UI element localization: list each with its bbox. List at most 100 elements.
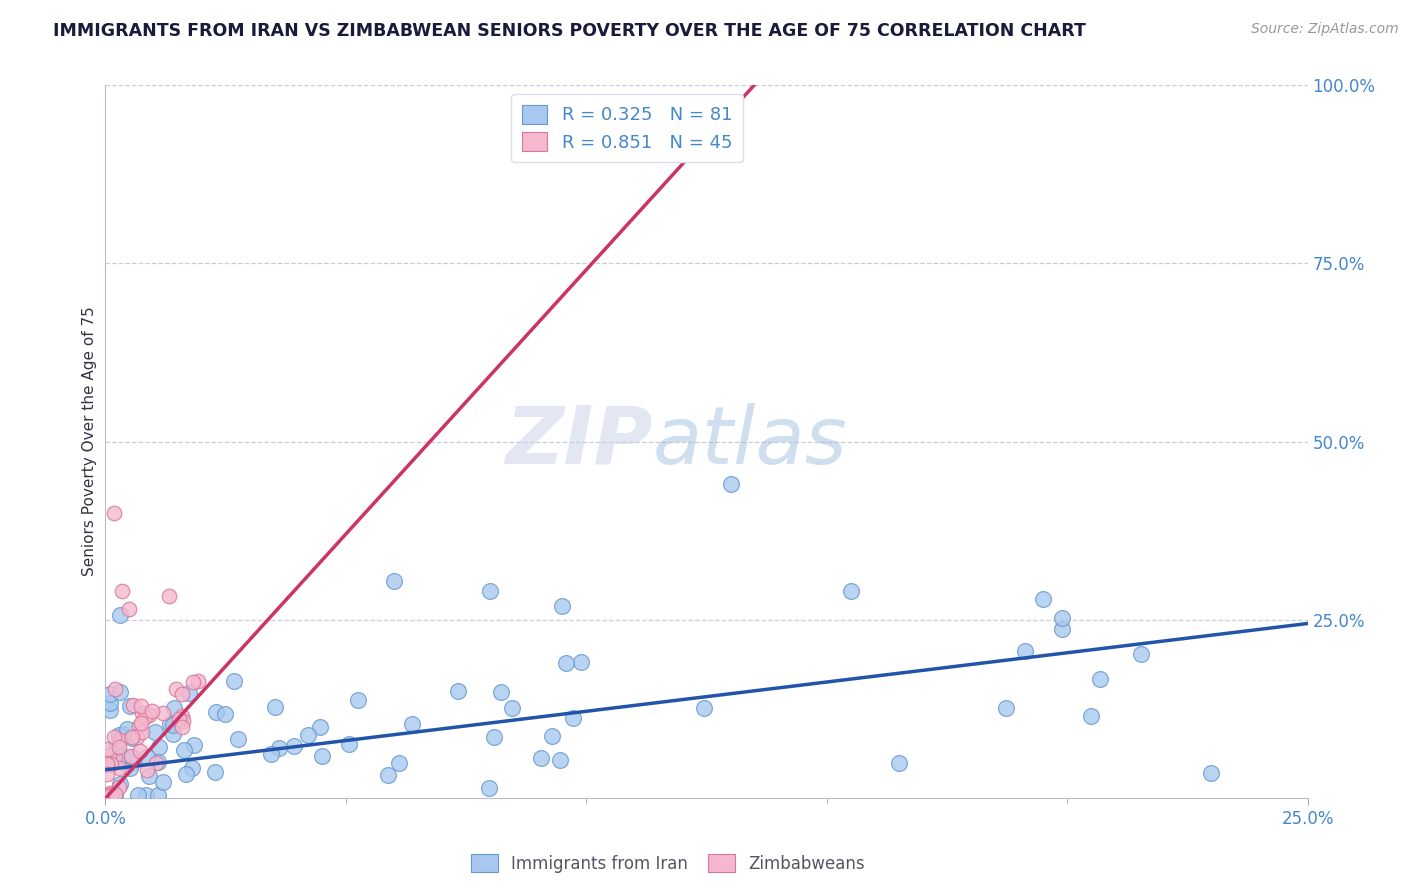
- Point: [111, 727, 134, 741]
- Point: [530, 751, 553, 765]
- Point: [693, 701, 716, 715]
- Point: [129, 744, 152, 758]
- Point: [134, 710, 156, 724]
- Point: [131, 724, 153, 739]
- Text: ZIP: ZIP: [505, 402, 652, 481]
- Point: [180, 762, 202, 776]
- Point: [98, 756, 121, 771]
- Point: [501, 701, 523, 715]
- Point: [183, 739, 205, 753]
- Point: [115, 722, 138, 736]
- Point: [309, 720, 332, 734]
- Point: [1050, 610, 1073, 624]
- Point: [170, 709, 193, 723]
- Point: [121, 749, 143, 764]
- Text: atlas: atlas: [652, 402, 848, 481]
- Point: [224, 674, 246, 689]
- Point: [131, 706, 153, 720]
- Point: [551, 599, 574, 613]
- Point: [138, 707, 160, 722]
- Point: [347, 693, 370, 707]
- Point: [128, 718, 150, 732]
- Point: [382, 574, 405, 588]
- Text: IMMIGRANTS FROM IRAN VS ZIMBABWEAN SENIORS POVERTY OVER THE AGE OF 75 CORRELATIO: IMMIGRANTS FROM IRAN VS ZIMBABWEAN SENIO…: [53, 22, 1087, 40]
- Point: [103, 787, 125, 801]
- Point: [337, 737, 360, 751]
- Point: [97, 742, 120, 756]
- Point: [108, 733, 131, 747]
- Point: [108, 685, 131, 699]
- Point: [121, 731, 143, 746]
- Point: [484, 730, 506, 744]
- Legend: Immigrants from Iran, Zimbabweans: Immigrants from Iran, Zimbabweans: [464, 847, 872, 880]
- Point: [264, 700, 287, 714]
- Point: [121, 698, 143, 712]
- Point: [1201, 766, 1223, 780]
- Point: [1014, 644, 1036, 658]
- Point: [108, 776, 131, 790]
- Point: [283, 739, 305, 753]
- Point: [108, 780, 131, 794]
- Point: [994, 700, 1017, 714]
- Point: [145, 756, 167, 771]
- Point: [136, 750, 159, 764]
- Point: [120, 749, 142, 764]
- Point: [388, 756, 411, 771]
- Point: [447, 683, 470, 698]
- Point: [159, 717, 181, 731]
- Point: [118, 602, 141, 616]
- Point: [173, 742, 195, 756]
- Point: [110, 748, 132, 763]
- Point: [120, 698, 142, 713]
- Point: [162, 718, 184, 732]
- Point: [187, 673, 209, 688]
- Point: [104, 751, 127, 765]
- Point: [108, 761, 131, 775]
- Point: [214, 706, 236, 721]
- Point: [103, 731, 125, 745]
- Point: [260, 747, 283, 761]
- Point: [478, 781, 501, 796]
- Point: [569, 656, 592, 670]
- Point: [720, 477, 742, 491]
- Point: [100, 788, 122, 802]
- Point: [141, 704, 163, 718]
- Point: [138, 769, 160, 783]
- Point: [103, 506, 125, 520]
- Point: [377, 767, 399, 781]
- Point: [125, 730, 148, 744]
- Point: [100, 757, 122, 772]
- Point: [148, 788, 170, 802]
- Point: [105, 739, 128, 754]
- Point: [98, 703, 121, 717]
- Point: [541, 729, 564, 743]
- Point: [96, 766, 118, 780]
- Point: [146, 755, 169, 769]
- Point: [98, 788, 121, 802]
- Point: [121, 756, 143, 770]
- Point: [157, 589, 180, 603]
- Point: [1080, 709, 1102, 723]
- Point: [181, 675, 204, 690]
- Point: [143, 724, 166, 739]
- Point: [174, 767, 197, 781]
- Point: [167, 712, 190, 726]
- Point: [98, 696, 121, 710]
- Point: [170, 687, 193, 701]
- Point: [107, 740, 129, 755]
- Point: [152, 774, 174, 789]
- Point: [548, 753, 571, 767]
- Point: [111, 584, 134, 599]
- Point: [297, 728, 319, 742]
- Point: [267, 741, 290, 756]
- Point: [555, 656, 578, 670]
- Point: [172, 714, 194, 728]
- Point: [1032, 591, 1054, 606]
- Point: [97, 748, 120, 763]
- Point: [887, 756, 910, 770]
- Point: [489, 684, 512, 698]
- Point: [104, 788, 127, 802]
- Legend: R = 0.325   N = 81, R = 0.851   N = 45: R = 0.325 N = 81, R = 0.851 N = 45: [512, 94, 742, 162]
- Point: [177, 686, 200, 700]
- Point: [96, 757, 118, 772]
